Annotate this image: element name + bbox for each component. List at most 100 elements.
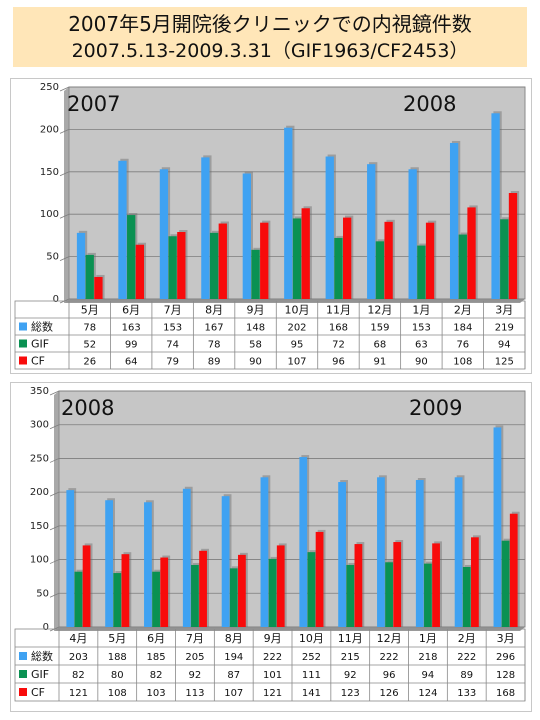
x-category-label: 6月 xyxy=(147,632,165,645)
data-table-value: 113 xyxy=(185,688,204,699)
bar-total xyxy=(242,173,251,299)
bar-cf xyxy=(121,554,130,627)
bar-total xyxy=(415,480,424,627)
bar-gif xyxy=(334,237,343,299)
plot-side-wall xyxy=(64,87,69,303)
bar-cf xyxy=(160,557,169,627)
data-table-value: 126 xyxy=(380,688,399,699)
bar-gif xyxy=(462,566,471,627)
x-category-label: 12月 xyxy=(367,304,392,317)
data-table-value: 184 xyxy=(453,323,472,334)
data-table-value: 128 xyxy=(496,670,515,681)
bar-total xyxy=(449,142,459,299)
data-table-value: 107 xyxy=(224,688,243,699)
chart-panel-2008-2009: 0 50 100 150 200 250 300 350 2008 2009 4月 5月 6月 7月 8月 9… xyxy=(10,382,532,712)
gridline-3d xyxy=(49,592,60,598)
x-category-label: 5月 xyxy=(108,632,126,645)
data-table-value: 203 xyxy=(69,652,88,663)
bar-total xyxy=(284,127,293,299)
data-table-value: 92 xyxy=(189,670,202,681)
legend-series-name: GIF xyxy=(31,668,49,681)
bar-total xyxy=(66,490,75,627)
bar-gif xyxy=(385,562,393,627)
y-tick-label: 350 xyxy=(30,386,49,397)
bar-gif xyxy=(500,219,509,299)
x-category-label: 4月 xyxy=(69,632,87,645)
x-category-label: 7月 xyxy=(164,304,182,317)
bar-total xyxy=(338,482,346,627)
data-table-value: 58 xyxy=(249,340,262,351)
data-table-value: 163 xyxy=(122,323,141,334)
bar-total xyxy=(493,427,502,627)
data-table-value: 87 xyxy=(227,670,240,681)
data-table-value: 218 xyxy=(418,652,437,663)
data-table-value: 96 xyxy=(332,357,345,368)
bar-cf xyxy=(384,221,393,299)
y-tick-label: 200 xyxy=(30,487,49,498)
bar-chart-2007-2008: 0 50 100 150 200 250 2007 2008 5月 6月 7月 8月 9月 10月 11月 1… xyxy=(14,82,526,370)
bar-cf xyxy=(471,537,479,627)
data-table-value: 52 xyxy=(83,340,96,351)
x-category-label: 5月 xyxy=(81,304,99,317)
data-table-value: 121 xyxy=(263,688,282,699)
data-table-value: 168 xyxy=(329,323,348,334)
data-table-value: 68 xyxy=(374,340,387,351)
x-category-label: 10月 xyxy=(299,632,324,645)
x-category-label: 7月 xyxy=(186,632,204,645)
year-label: 2008 xyxy=(61,396,114,420)
data-table-value: 153 xyxy=(163,323,182,334)
gridline-3d xyxy=(49,390,60,396)
data-table-value: 82 xyxy=(150,670,163,681)
data-table-value: 89 xyxy=(208,357,221,368)
y-tick-label: 0 xyxy=(53,294,59,305)
chart-subtitle: 2007.5.13-2009.3.31（GIF1963/CF2453） xyxy=(71,40,469,62)
bar-gif xyxy=(168,236,177,299)
data-table-value: 111 xyxy=(302,670,321,681)
data-table-value: 185 xyxy=(147,652,166,663)
gridline-3d xyxy=(59,86,70,92)
data-table-value: 202 xyxy=(287,323,306,334)
bar-total xyxy=(144,502,152,627)
title-banner: 2007年5月開院後クリニックでの内視鏡件数 2007.5.13-2009.3.… xyxy=(13,7,527,67)
bar-gif xyxy=(268,558,277,627)
y-tick-label: 150 xyxy=(40,167,59,178)
y-tick-label: 50 xyxy=(46,252,59,263)
data-table-value: 108 xyxy=(108,688,127,699)
bar-cf xyxy=(276,545,285,627)
data-table-value: 91 xyxy=(374,357,387,368)
gridline-3d xyxy=(49,559,60,564)
bar-cf xyxy=(425,222,435,299)
bar-total xyxy=(367,164,376,299)
gridline-3d xyxy=(59,213,70,219)
bar-gif xyxy=(375,241,385,299)
gridline-3d xyxy=(59,256,70,261)
bar-cf xyxy=(260,222,269,299)
bar-total xyxy=(105,500,113,627)
bar-total xyxy=(76,232,86,299)
x-category-label: 1月 xyxy=(419,632,437,645)
bar-total xyxy=(201,157,210,299)
y-tick-label: 100 xyxy=(40,209,59,220)
data-table-value: 133 xyxy=(457,688,476,699)
data-table-value: 222 xyxy=(263,652,282,663)
bar-gif xyxy=(113,573,122,627)
x-category-label: 11月 xyxy=(326,304,351,317)
bar-total xyxy=(182,488,191,627)
bar-gif xyxy=(346,564,355,627)
data-table-value: 107 xyxy=(287,357,306,368)
bar-total xyxy=(491,113,500,299)
y-tick-label: 250 xyxy=(30,453,49,464)
bar-gif xyxy=(307,552,316,627)
legend-swatch xyxy=(19,339,27,348)
x-category-label: 11月 xyxy=(338,632,363,645)
data-table-value: 194 xyxy=(224,652,243,663)
data-table-value: 205 xyxy=(185,652,204,663)
gridline-3d xyxy=(49,491,60,497)
bar-cf xyxy=(467,207,476,299)
bar-gif xyxy=(127,215,136,299)
legend-series-name: CF xyxy=(31,686,45,699)
data-table-value: 167 xyxy=(205,323,224,334)
bar-total xyxy=(299,457,308,627)
data-table-value: 168 xyxy=(496,688,515,699)
data-table-value: 76 xyxy=(456,340,469,351)
